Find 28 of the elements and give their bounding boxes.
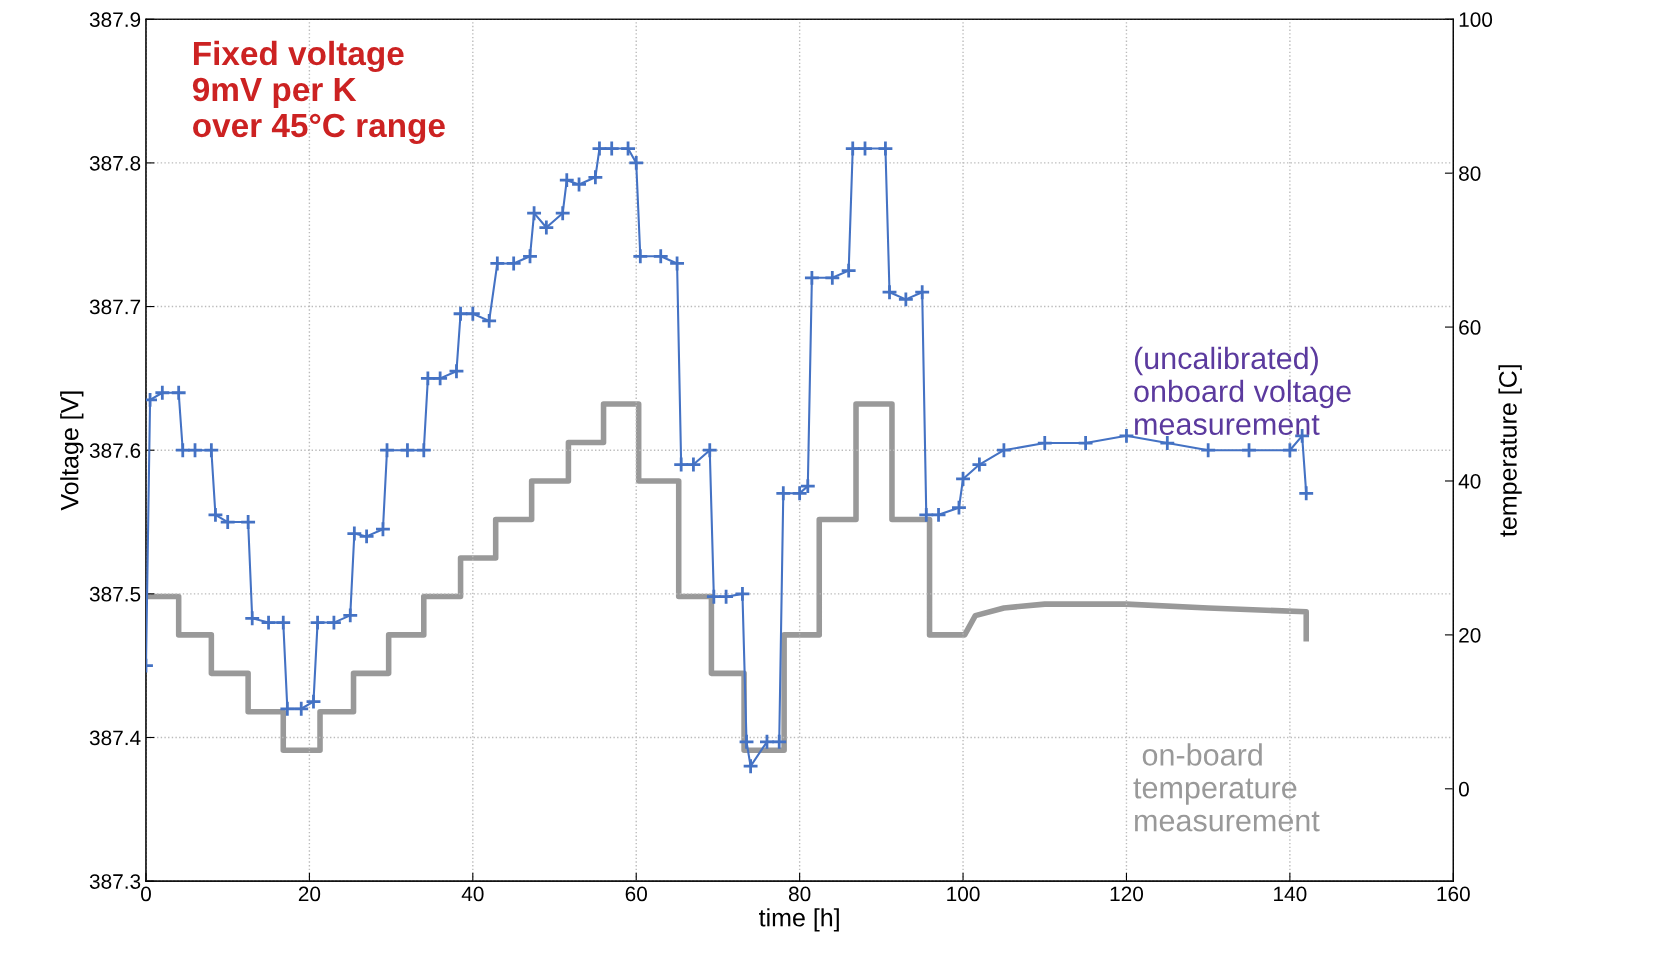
y-tick-label: 387.5 — [89, 586, 141, 602]
series-label: (uncalibrated) onboard voltage measurement — [1134, 346, 1351, 436]
y-axis-title: Voltage [V] — [60, 391, 84, 511]
x-tick-label: 80 — [788, 886, 811, 902]
y2-tick-label: 80 — [1459, 166, 1481, 181]
y-tick-label: 387.3 — [89, 874, 141, 889]
x-axis-title: time [h] — [759, 908, 839, 932]
y-tick-label: 387.8 — [89, 155, 141, 171]
y-tick-label: 387.4 — [89, 730, 141, 746]
x-tick-label: 20 — [298, 886, 321, 902]
y-tick-label: 387.9 — [89, 12, 141, 28]
y2-tick-label: 40 — [1458, 473, 1481, 489]
x-tick-label: 100 — [947, 886, 980, 902]
x-tick-label: 140 — [1274, 886, 1307, 902]
y-tick-label: 387.6 — [89, 443, 141, 458]
y2-tick-label: 100 — [1459, 12, 1493, 28]
annotation: Fixed voltage 9mV per K over 45°C range — [192, 40, 445, 144]
y2-tick-label: 0 — [1458, 781, 1469, 797]
x-tick-label: 40 — [461, 886, 484, 902]
text: on-board temperature measurement — [1133, 743, 1320, 832]
y2-tick-label: 20 — [1459, 627, 1481, 643]
x-tick-label: 160 — [1437, 886, 1470, 902]
x-tick-label: 0 — [141, 886, 151, 902]
x-tick-label: 60 — [625, 886, 647, 902]
y-tick-label: 387.7 — [89, 299, 141, 315]
y2-axis-title: temperature [C] — [1498, 365, 1522, 537]
y2-tick-label: 60 — [1459, 320, 1481, 335]
x-tick-label: 120 — [1110, 886, 1144, 902]
